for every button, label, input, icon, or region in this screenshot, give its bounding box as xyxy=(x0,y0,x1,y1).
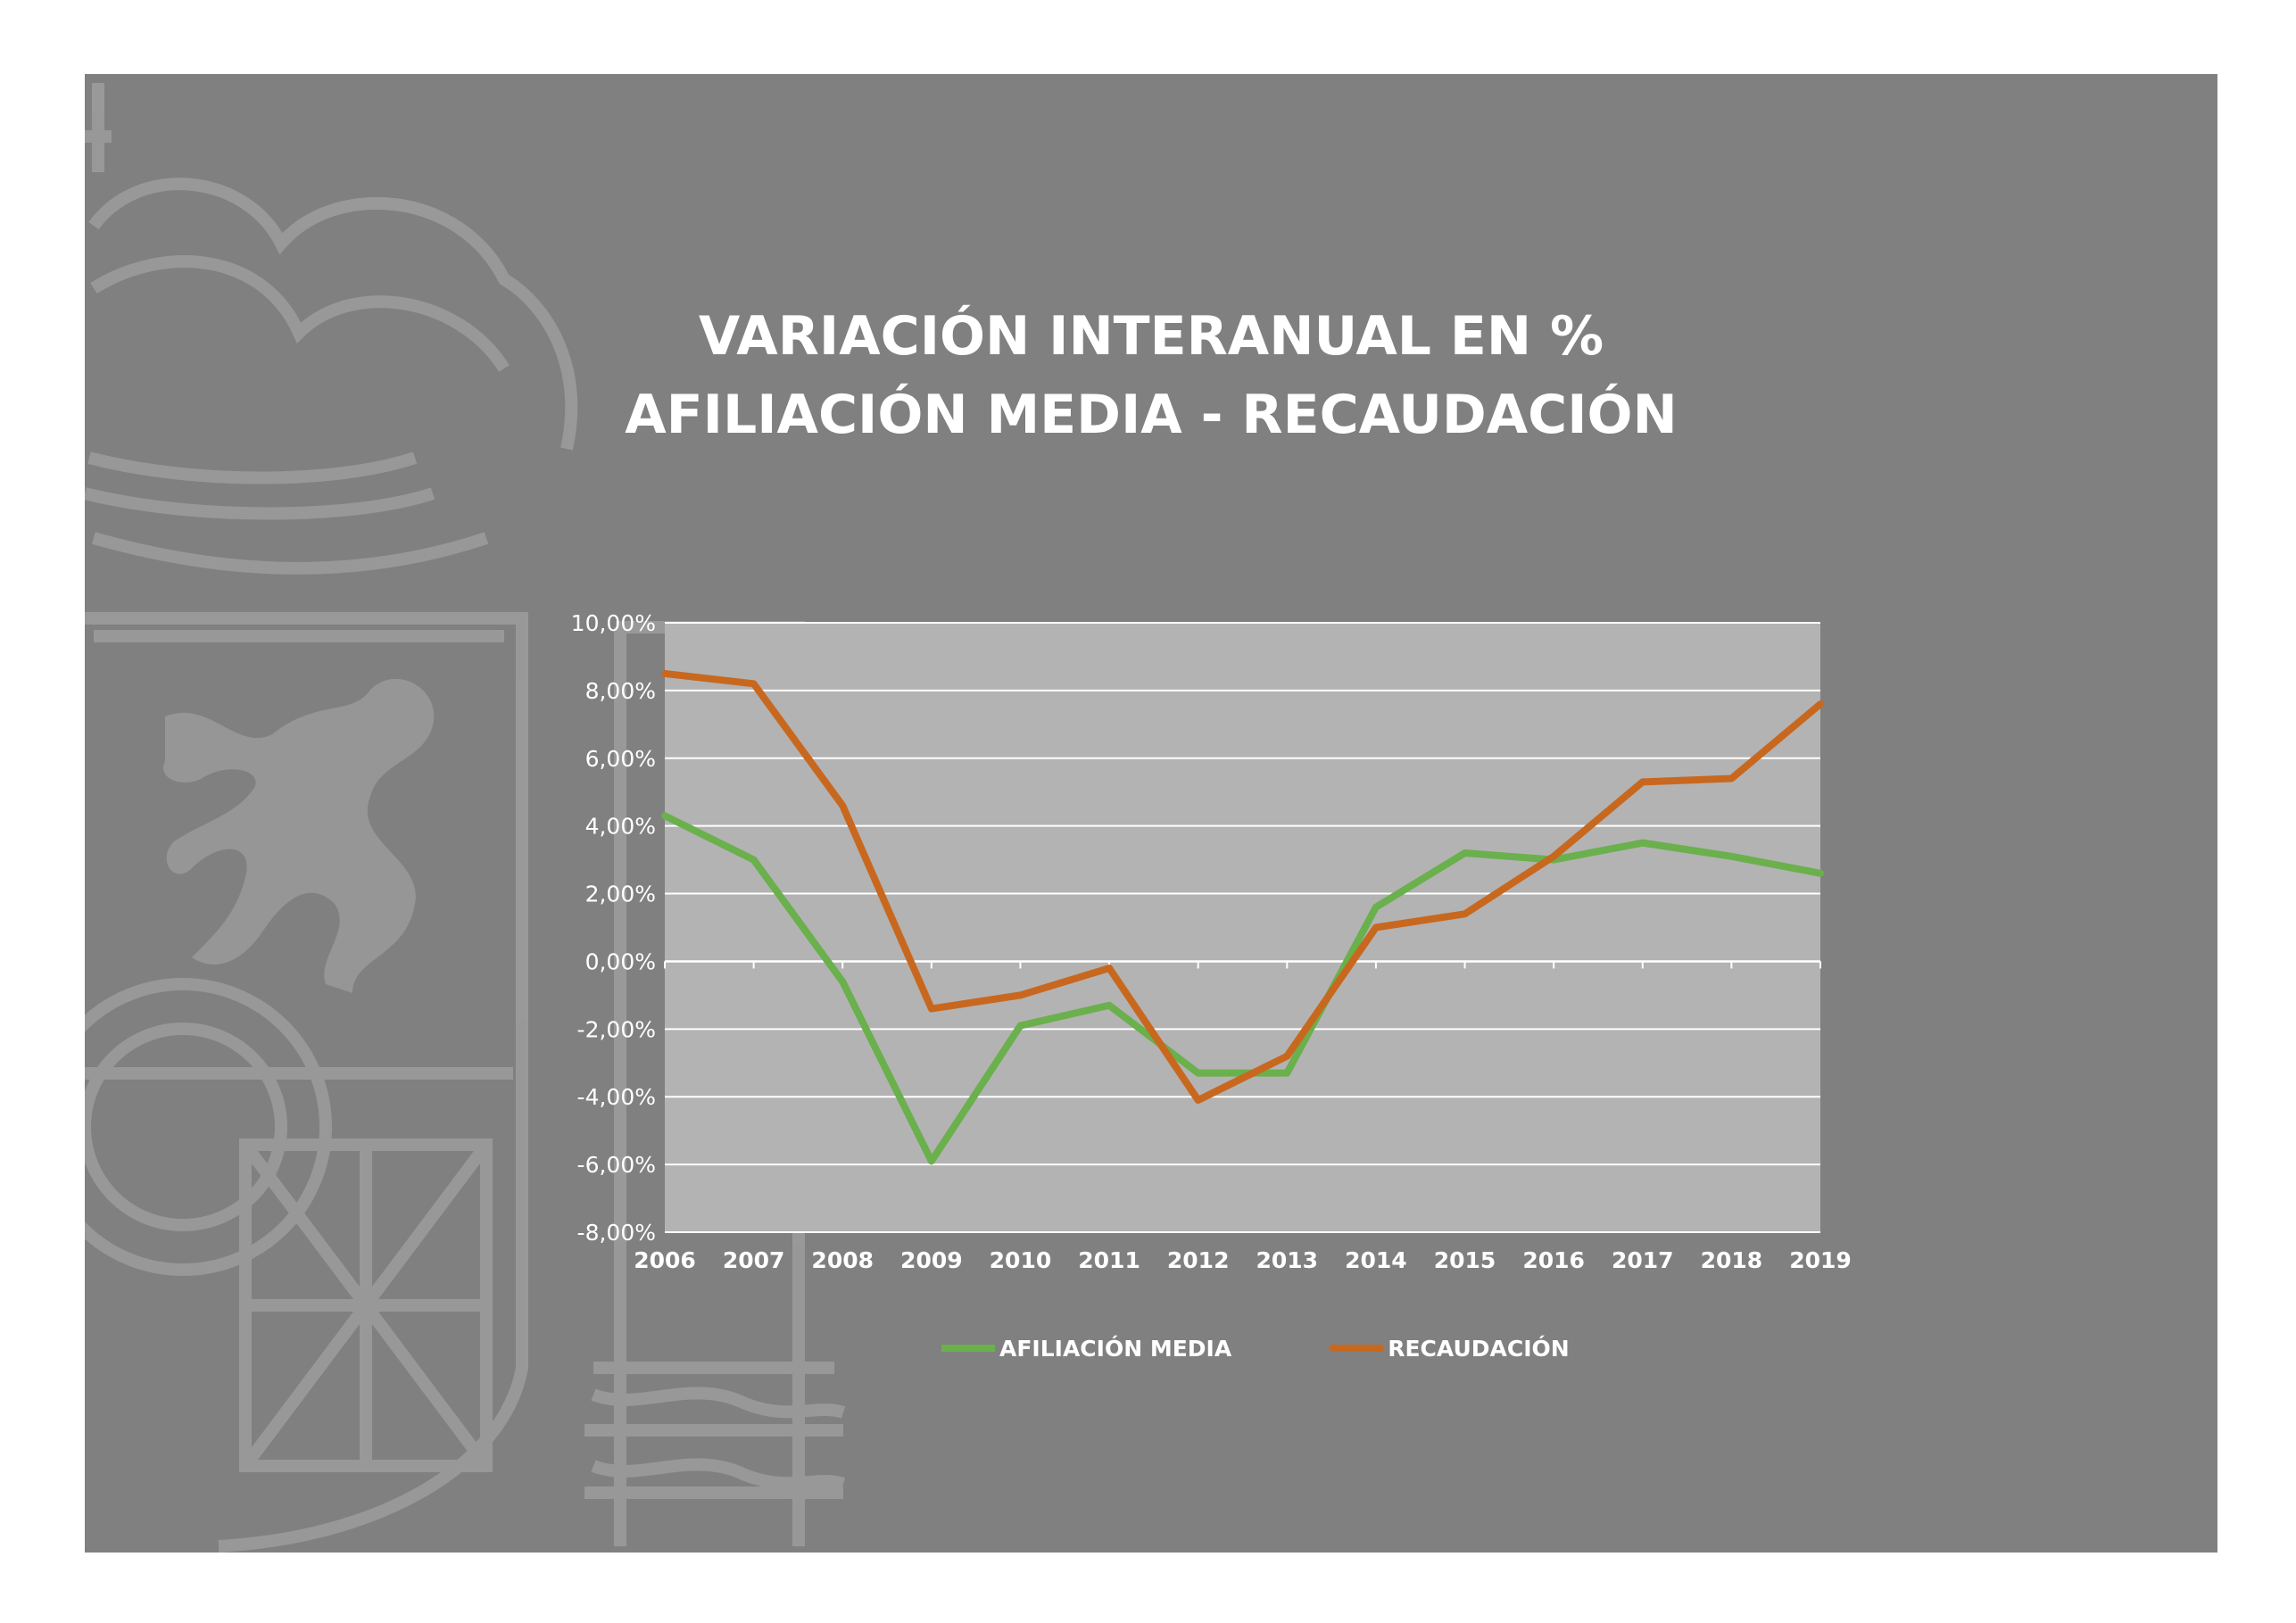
chart-title-line-1: VARIACIÓN INTERANUAL EN % xyxy=(698,305,1604,368)
x-tick-label: 2015 xyxy=(1434,1247,1496,1273)
y-tick-label: 2,00% xyxy=(585,882,656,907)
x-tick-label: 2014 xyxy=(1345,1247,1407,1273)
x-tick-label: 2012 xyxy=(1167,1247,1230,1273)
legend-label: AFILIACIÓN MEDIA xyxy=(999,1335,1232,1362)
y-tick-label: 10,00% xyxy=(571,610,656,636)
chart-title-line-2: AFILIACIÓN MEDIA - RECAUDACIÓN xyxy=(625,384,1678,446)
x-tick-label: 2006 xyxy=(634,1247,696,1273)
zero-axis xyxy=(664,960,1821,969)
legend: AFILIACIÓN MEDIA RECAUDACIÓN xyxy=(941,1335,1570,1362)
coat-of-arms-watermark xyxy=(85,83,846,1553)
x-tick-label: 2010 xyxy=(990,1247,1052,1273)
y-tick-label: -4,00% xyxy=(577,1084,656,1110)
x-axis-tick-labels: 2006 2007 2008 2009 2010 2011 2012 2013 2014 2015… xyxy=(634,1247,1852,1273)
line-chart: -8,00% -6,00% -4,00% -2,00% 0,00% 2,00% 4,00% 6… xyxy=(571,610,1852,1362)
x-tick-label: 2013 xyxy=(1256,1247,1319,1273)
y-axis-tick-labels: -8,00% -6,00% -4,00% -2,00% 0,00% 2,00% 4,00% 6… xyxy=(571,610,656,1246)
y-tick-label: -8,00% xyxy=(577,1220,656,1246)
plot-area xyxy=(665,623,1820,1232)
slide-background: VARIACIÓN INTERANUAL EN % AFILIACIÓN MED… xyxy=(85,74,2217,1553)
y-tick-label: 6,00% xyxy=(585,746,656,772)
gridlines xyxy=(665,622,1820,1233)
chart-title: VARIACIÓN INTERANUAL EN % AFILIACIÓN MED… xyxy=(85,297,2217,454)
x-tick-label: 2008 xyxy=(811,1247,874,1273)
y-tick-label: -2,00% xyxy=(577,1016,656,1042)
x-tick-label: 2018 xyxy=(1701,1247,1763,1273)
x-tick-label: 2007 xyxy=(723,1247,785,1273)
x-tick-label: 2019 xyxy=(1789,1247,1852,1273)
x-tick-label: 2016 xyxy=(1522,1247,1585,1273)
y-tick-label: 4,00% xyxy=(585,814,656,840)
y-tick-label: -6,00% xyxy=(577,1152,656,1178)
x-tick-label: 2017 xyxy=(1612,1247,1674,1273)
series-lines xyxy=(661,669,1824,1165)
y-tick-label: 8,00% xyxy=(585,678,656,704)
x-tick-label: 2009 xyxy=(900,1247,963,1273)
x-tick-label: 2011 xyxy=(1078,1247,1140,1273)
series-line xyxy=(661,812,1824,1165)
series-line xyxy=(661,669,1824,1105)
legend-label: RECAUDACIÓN xyxy=(1388,1335,1569,1362)
y-tick-label: 0,00% xyxy=(585,948,656,974)
